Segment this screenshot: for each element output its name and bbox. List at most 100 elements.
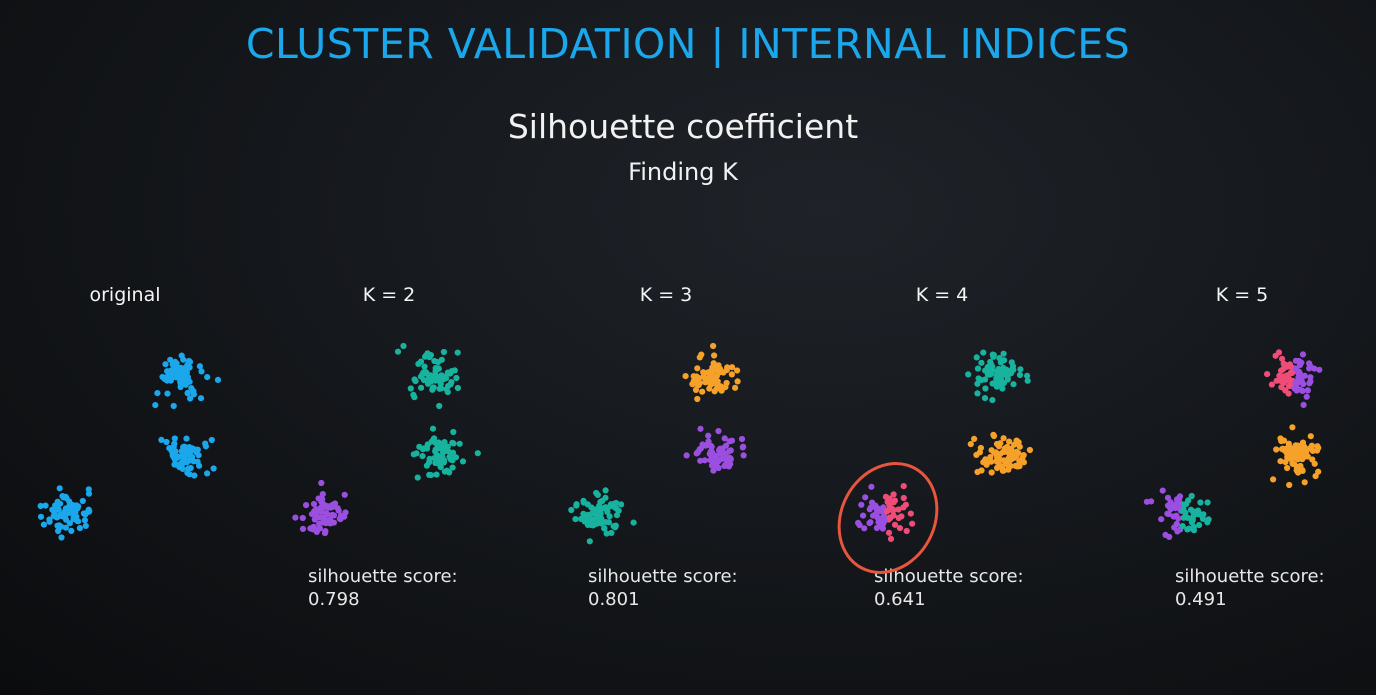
data-point [316, 520, 323, 527]
data-point [410, 391, 417, 398]
data-point [62, 524, 69, 531]
data-point [82, 522, 89, 530]
data-point [334, 505, 341, 512]
data-point [1004, 443, 1011, 451]
data-point [993, 440, 1001, 448]
data-point [1010, 381, 1017, 388]
data-point [66, 502, 73, 509]
data-point [426, 455, 433, 462]
score-value: 0.641 [874, 589, 926, 610]
data-point [299, 514, 306, 522]
data-point [1280, 365, 1287, 372]
data-point [416, 443, 423, 450]
data-point [1008, 359, 1015, 366]
data-point [407, 385, 414, 392]
data-point [610, 503, 617, 510]
data-point [895, 514, 902, 522]
data-point [597, 510, 604, 517]
data-point [572, 516, 579, 523]
k4-blob-top [965, 349, 1031, 404]
data-point [586, 538, 593, 545]
data-point [987, 454, 994, 461]
data-point [1301, 453, 1308, 460]
data-point [174, 366, 181, 373]
data-point [1273, 446, 1280, 453]
data-point [715, 428, 722, 435]
data-point [410, 451, 417, 458]
score-label: silhouette score: [1175, 566, 1325, 587]
data-point [420, 377, 428, 384]
data-point [75, 503, 82, 510]
data-point [299, 525, 307, 533]
data-point [454, 349, 461, 356]
data-point [601, 525, 608, 532]
data-point [208, 436, 215, 444]
data-point [615, 507, 622, 514]
data-point [993, 375, 1000, 382]
data-point [169, 448, 176, 455]
data-point [1264, 371, 1271, 378]
data-point [214, 376, 222, 383]
data-point [602, 487, 609, 494]
data-point [977, 444, 985, 452]
data-point [592, 506, 599, 513]
data-point [884, 498, 891, 505]
score-value: 0.801 [588, 589, 640, 610]
data-point [1186, 525, 1193, 532]
k3-blob-bottom [568, 487, 637, 545]
data-point [711, 352, 718, 359]
data-point [184, 469, 191, 476]
data-point [210, 465, 217, 472]
data-point [982, 376, 989, 383]
data-point [605, 519, 613, 526]
data-point [978, 359, 985, 366]
data-point [1190, 523, 1197, 531]
data-point [1311, 460, 1318, 467]
data-point [608, 529, 615, 537]
k4-blob-bottom [855, 483, 916, 543]
data-point [1179, 523, 1186, 530]
data-point [584, 501, 591, 508]
data-point [202, 443, 209, 450]
data-point [982, 458, 989, 465]
data-point [692, 386, 700, 393]
data-point [965, 371, 972, 378]
data-point [311, 508, 318, 515]
data-point [180, 356, 187, 363]
data-point [971, 435, 978, 442]
data-point [1298, 377, 1305, 384]
data-point [400, 342, 407, 350]
data-point [630, 519, 637, 526]
data-point [326, 503, 333, 510]
data-point [1196, 522, 1203, 529]
data-point [318, 498, 325, 505]
data-point [163, 438, 170, 446]
data-point [699, 388, 706, 395]
data-point [683, 452, 690, 459]
data-point [697, 457, 704, 464]
data-point [317, 505, 324, 512]
data-point [891, 497, 899, 504]
data-point [1013, 437, 1020, 444]
k2-blob-top [394, 342, 461, 410]
data-point [581, 518, 588, 525]
data-point [867, 519, 874, 526]
data-point [903, 527, 910, 535]
data-point [474, 450, 481, 457]
data-point [449, 464, 456, 471]
data-point [292, 514, 299, 521]
data-point [450, 428, 457, 436]
data-point [1165, 510, 1172, 518]
data-point [171, 461, 178, 468]
data-point [187, 395, 194, 402]
data-point [900, 504, 907, 511]
silhouette-score-k3: silhouette score: 0.801 [588, 565, 738, 611]
data-point [459, 458, 467, 465]
data-point [1294, 442, 1302, 449]
data-point [986, 371, 993, 378]
data-point [161, 375, 168, 382]
data-point [989, 397, 996, 404]
data-point [85, 490, 93, 497]
data-point [1003, 367, 1010, 374]
